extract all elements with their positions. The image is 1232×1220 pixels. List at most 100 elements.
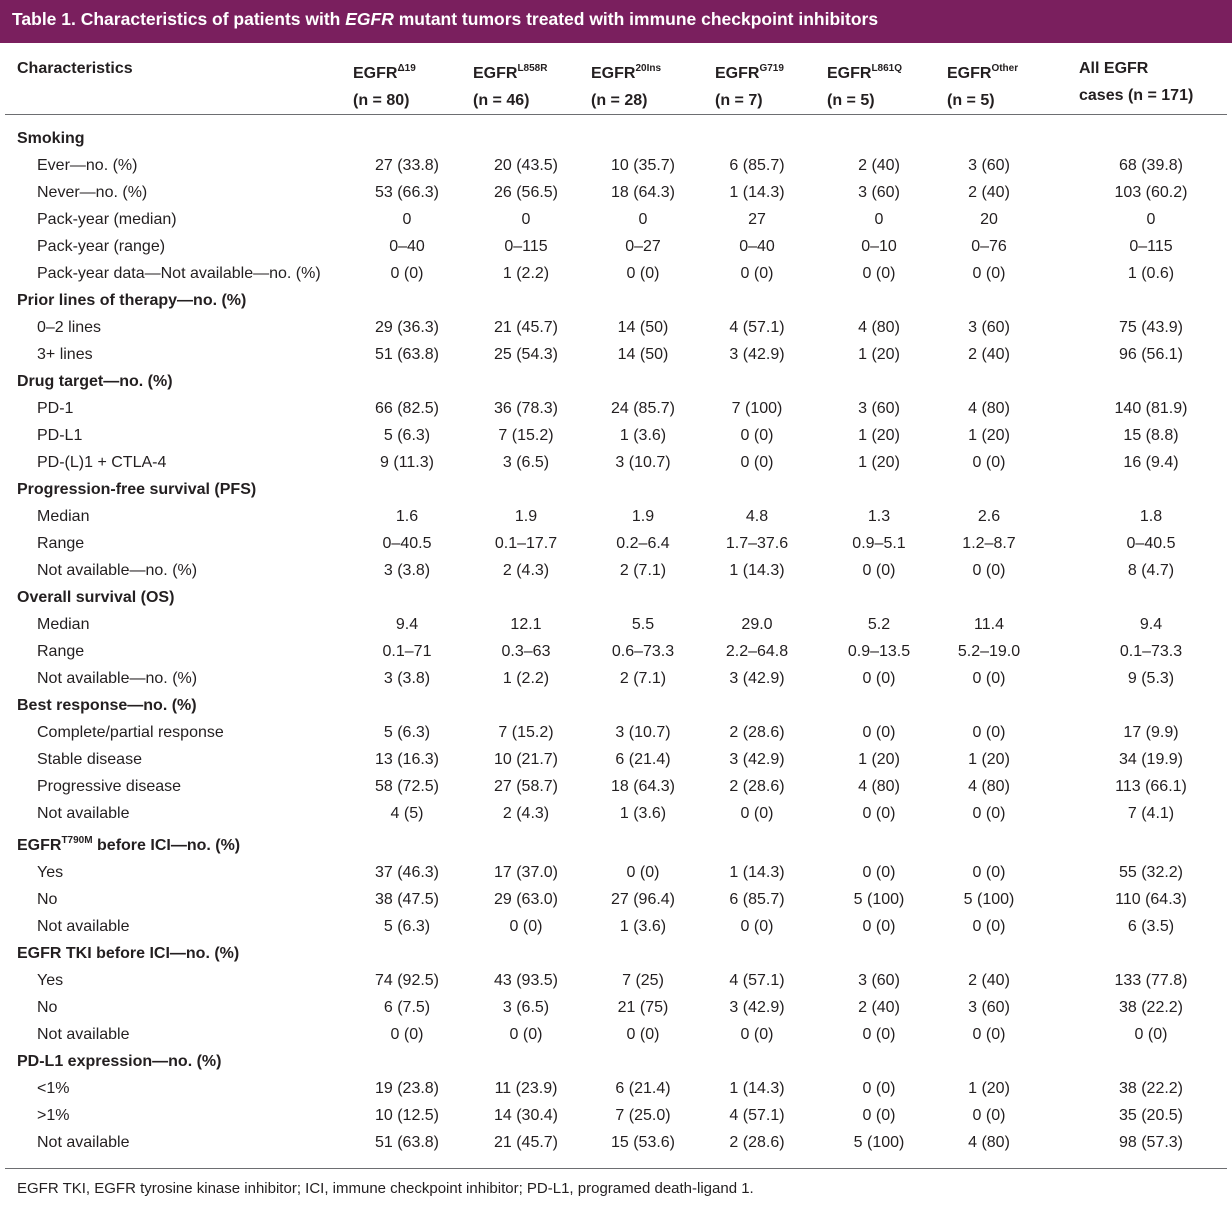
table-cell: 29 (36.3) — [374, 319, 440, 336]
table-row: PD-(L)1 + CTLA-4 9 (11.3) 3 (6.5) 3 (10.7) 0… — [5, 449, 1227, 476]
table-cell: 34 (19.9) — [1118, 751, 1184, 768]
table-cell: 0 (0) — [972, 1107, 1006, 1124]
table-cell: 2 (40) — [858, 157, 900, 174]
table-row: Range 0.1–71 0.3–63 0.6–73.3 2.2–64.8 0.9–13.… — [5, 638, 1227, 665]
table-row: PD-L1 5 (6.3) 7 (15.2) 1 (3.6) 0 (0) 1 (20) 1 … — [5, 422, 1227, 449]
table-cell: 3 (60) — [968, 157, 1010, 174]
table-row: No 6 (7.5) 3 (6.5) 21 (75) 3 (42.9) 2 (40) 3 (… — [5, 994, 1227, 1021]
table-cell: 5.5 — [631, 616, 655, 633]
section-label: Prior lines of therapy—no. (%) — [5, 287, 1227, 314]
table-cell: 38 (22.2) — [1118, 999, 1184, 1016]
table-cell: 1.6 — [395, 508, 419, 525]
table-cell: 51 (63.8) — [374, 346, 440, 363]
row-label: PD-L1 — [37, 427, 83, 444]
row-label: Complete/partial response — [37, 724, 224, 741]
table-cell: 0 (0) — [626, 1026, 660, 1043]
table-cell: 2 (28.6) — [729, 778, 785, 795]
table-cell: 0.6–73.3 — [611, 643, 675, 660]
table-cell: 38 (22.2) — [1118, 1080, 1184, 1097]
table-row: Not available 51 (63.8) 21 (45.7) 15 (53.6)… — [5, 1129, 1227, 1156]
row-label: Never—no. (%) — [37, 184, 148, 201]
table-cell: 0–76 — [971, 238, 1007, 255]
column-header-line1: EGFR — [353, 65, 398, 82]
table-cell: 0 — [402, 211, 412, 228]
characteristics-table: Characteristics EGFRΔ19 (n = 80) EGFRL858R(… — [5, 43, 1227, 1156]
table-cell: 2 (28.6) — [729, 724, 785, 741]
table-cell: 27 (58.7) — [493, 778, 559, 795]
table-cell: 2 (40) — [968, 346, 1010, 363]
table-cell: 27 — [748, 211, 766, 228]
table-row: PD-1 66 (82.5) 36 (78.3) 24 (85.7) 7 (100) 3 … — [5, 395, 1227, 422]
table-cell: 17 (9.9) — [1123, 724, 1179, 741]
table-cell: 2 (7.1) — [619, 670, 667, 687]
column-header-line2: (n = 80) — [353, 92, 410, 109]
table-cell: 0 (0) — [862, 918, 896, 935]
table-cell: 1 (20) — [858, 346, 900, 363]
table-cell: 3 (10.7) — [615, 724, 671, 741]
table-cell: 0 (0) — [972, 562, 1006, 579]
section-header-row: EGFRT790M before ICI—no. (%) — [5, 827, 1227, 859]
row-label: Median — [37, 508, 90, 525]
table-cell: 3 (42.9) — [729, 999, 785, 1016]
table-cell: 9 (5.3) — [1127, 670, 1175, 687]
table-cell: 1 (20) — [858, 751, 900, 768]
table-cell: 9.4 — [395, 616, 419, 633]
column-header-4: EGFRG719 (n = 7) — [715, 43, 827, 115]
table-row: Range 0–40.5 0.1–17.7 0.2–6.4 1.7–37.6 0.9–5.… — [5, 530, 1227, 557]
column-header-line2: (n = 5) — [947, 92, 995, 109]
section-label: Smoking — [5, 115, 1227, 153]
row-label: PD-1 — [37, 400, 74, 417]
table-cell: 17 (37.0) — [493, 864, 559, 881]
table-cell: 2 (28.6) — [729, 1134, 785, 1151]
table-cell: 0 (0) — [626, 864, 660, 881]
table-cell: 3 (60) — [968, 319, 1010, 336]
table-cell: 29.0 — [741, 616, 773, 633]
table-cell: 3 (60) — [858, 400, 900, 417]
table-cell: 0 (0) — [740, 454, 774, 471]
table-row: 3+ lines 51 (63.8) 25 (54.3) 14 (50) 3 (42.9… — [5, 341, 1227, 368]
section-label-superscript: T790M — [61, 835, 93, 846]
table-cell: 0.1–17.7 — [494, 535, 558, 552]
row-label: Not available — [37, 1134, 130, 1151]
table-cell: 0 (0) — [972, 265, 1006, 282]
table-title-emphasis: EGFR — [345, 9, 394, 29]
table-cell: 0 (0) — [626, 265, 660, 282]
section-label: Best response—no. (%) — [5, 692, 1227, 719]
row-label: Not available — [37, 918, 130, 935]
row-label: 0–2 lines — [37, 319, 102, 336]
table-cell: 15 (53.6) — [610, 1134, 676, 1151]
row-label: Range — [37, 535, 85, 552]
table-cell: 1.7–37.6 — [725, 535, 789, 552]
table-cell: 6 (21.4) — [615, 1080, 671, 1097]
table-cell: 0.1–71 — [382, 643, 432, 660]
table-cell: 36 (78.3) — [493, 400, 559, 417]
table-cell: 3 (42.9) — [729, 751, 785, 768]
table-cell: 1 (20) — [968, 751, 1010, 768]
table-cell: 1 (2.2) — [502, 265, 550, 282]
row-label: PD-(L)1 + CTLA-4 — [37, 454, 167, 471]
row-label: Yes — [37, 972, 64, 989]
column-header-6: EGFROther (n = 5) — [947, 43, 1079, 115]
table-cell: 96 (56.1) — [1118, 346, 1184, 363]
table-cell: 2 (4.3) — [502, 805, 550, 822]
row-label: >1% — [37, 1107, 70, 1124]
column-header-7: All EGFR cases (n = 171) — [1079, 43, 1227, 115]
table-cell: 2 (40) — [858, 999, 900, 1016]
table-row: Not available 5 (6.3) 0 (0) 1 (3.6) 0 (0) 0 (… — [5, 913, 1227, 940]
table-cell: 8 (4.7) — [1127, 562, 1175, 579]
table-cell: 1 (14.3) — [729, 184, 785, 201]
section-header-row: Progression-free survival (PFS) — [5, 476, 1227, 503]
table-cell: 133 (77.8) — [1114, 972, 1188, 989]
table-cell: 1 (14.3) — [729, 562, 785, 579]
table-cell: 1.3 — [867, 508, 891, 525]
column-header-superscript: Other — [991, 63, 1019, 74]
table-cell: 5 (100) — [853, 891, 905, 908]
section-label-text: EGFR TKI before ICI—no. (%) — [17, 945, 240, 962]
column-header-line1: EGFR — [591, 65, 636, 82]
section-label-text: Prior lines of therapy—no. (%) — [17, 292, 247, 309]
table-cell: 10 (12.5) — [374, 1107, 440, 1124]
table-cell: 14 (30.4) — [493, 1107, 559, 1124]
table-cell: 38 (47.5) — [374, 891, 440, 908]
table-cell: 3 (6.5) — [502, 999, 550, 1016]
table-row: Yes 37 (46.3) 17 (37.0) 0 (0) 1 (14.3) 0 (0) 0… — [5, 859, 1227, 886]
